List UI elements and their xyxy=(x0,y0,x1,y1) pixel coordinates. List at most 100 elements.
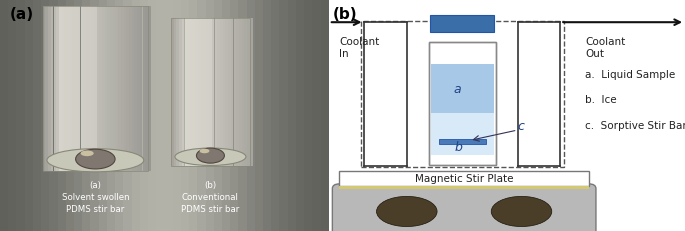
Bar xyxy=(173,0,181,231)
Bar xyxy=(33,0,41,231)
Bar xyxy=(99,7,102,171)
Bar xyxy=(201,18,203,166)
Bar xyxy=(107,0,115,231)
Bar xyxy=(49,0,58,231)
Bar xyxy=(279,0,288,231)
Bar xyxy=(99,0,107,231)
Bar xyxy=(236,18,239,166)
Bar xyxy=(156,0,164,231)
Bar xyxy=(222,0,230,231)
Bar xyxy=(0,0,8,231)
Bar xyxy=(78,7,80,171)
Bar xyxy=(209,18,212,166)
Bar xyxy=(189,0,197,231)
Bar xyxy=(431,65,494,114)
Bar xyxy=(245,18,247,166)
Bar xyxy=(187,18,190,166)
Bar xyxy=(239,18,242,166)
Text: a.  Liquid Sample: a. Liquid Sample xyxy=(585,69,675,79)
Bar xyxy=(361,22,564,167)
Bar xyxy=(195,18,198,166)
Bar xyxy=(140,7,142,171)
Bar xyxy=(288,0,296,231)
Bar xyxy=(113,7,116,171)
Bar xyxy=(430,16,495,33)
Bar xyxy=(190,18,192,166)
Bar xyxy=(164,0,173,231)
Bar xyxy=(212,18,214,166)
Bar xyxy=(182,18,184,166)
Bar xyxy=(64,7,67,171)
Bar xyxy=(75,7,78,171)
Bar xyxy=(206,18,209,166)
Bar xyxy=(255,0,263,231)
Bar xyxy=(86,7,88,171)
Bar xyxy=(340,171,589,186)
Bar xyxy=(184,18,187,166)
Bar xyxy=(102,7,105,171)
Bar xyxy=(179,18,182,166)
Bar xyxy=(438,140,486,144)
Ellipse shape xyxy=(199,149,210,154)
Bar xyxy=(70,7,73,171)
Bar xyxy=(312,0,321,231)
Ellipse shape xyxy=(47,149,144,172)
Bar xyxy=(66,0,74,231)
Bar xyxy=(142,7,145,171)
Bar xyxy=(250,18,253,166)
Text: Coolant
In: Coolant In xyxy=(340,37,379,58)
Bar xyxy=(223,18,225,166)
Bar xyxy=(45,7,48,171)
Bar xyxy=(304,0,312,231)
Text: (b)
Conventional
PDMS stir bar: (b) Conventional PDMS stir bar xyxy=(182,180,240,213)
Bar xyxy=(296,0,304,231)
Bar xyxy=(198,18,201,166)
Bar xyxy=(214,18,217,166)
Bar xyxy=(230,0,238,231)
Bar xyxy=(148,0,156,231)
Bar xyxy=(429,43,496,165)
Bar xyxy=(171,18,250,166)
Bar xyxy=(137,7,140,171)
Bar xyxy=(67,7,70,171)
Bar xyxy=(145,7,148,171)
Bar xyxy=(62,7,64,171)
Bar xyxy=(48,7,51,171)
Bar xyxy=(58,0,66,231)
Bar xyxy=(42,7,45,171)
Bar xyxy=(8,0,16,231)
Bar xyxy=(25,0,33,231)
Bar xyxy=(234,18,236,166)
Bar xyxy=(123,0,132,231)
Bar xyxy=(263,0,271,231)
Bar xyxy=(181,0,189,231)
Bar xyxy=(110,7,113,171)
Bar xyxy=(119,7,121,171)
Bar xyxy=(56,7,59,171)
Bar xyxy=(197,0,205,231)
Bar xyxy=(121,7,123,171)
Bar xyxy=(171,18,173,166)
Bar xyxy=(115,0,123,231)
Text: b.  Ice: b. Ice xyxy=(585,95,617,105)
Bar xyxy=(177,18,179,166)
Ellipse shape xyxy=(175,148,246,166)
Bar xyxy=(116,7,119,171)
Text: Coolant
Out: Coolant Out xyxy=(585,37,625,58)
Bar xyxy=(217,18,220,166)
Text: Magnetic Stir Plate: Magnetic Stir Plate xyxy=(415,173,513,183)
Bar xyxy=(53,7,56,171)
Bar xyxy=(82,0,90,231)
Bar xyxy=(225,18,228,166)
Text: b: b xyxy=(455,140,463,153)
Bar xyxy=(59,7,62,171)
Bar xyxy=(97,7,99,171)
Bar xyxy=(16,0,25,231)
Ellipse shape xyxy=(81,151,94,157)
Bar xyxy=(88,7,91,171)
Ellipse shape xyxy=(491,197,552,227)
Bar xyxy=(247,0,255,231)
Bar xyxy=(228,18,231,166)
Bar xyxy=(94,7,97,171)
Bar xyxy=(238,0,247,231)
